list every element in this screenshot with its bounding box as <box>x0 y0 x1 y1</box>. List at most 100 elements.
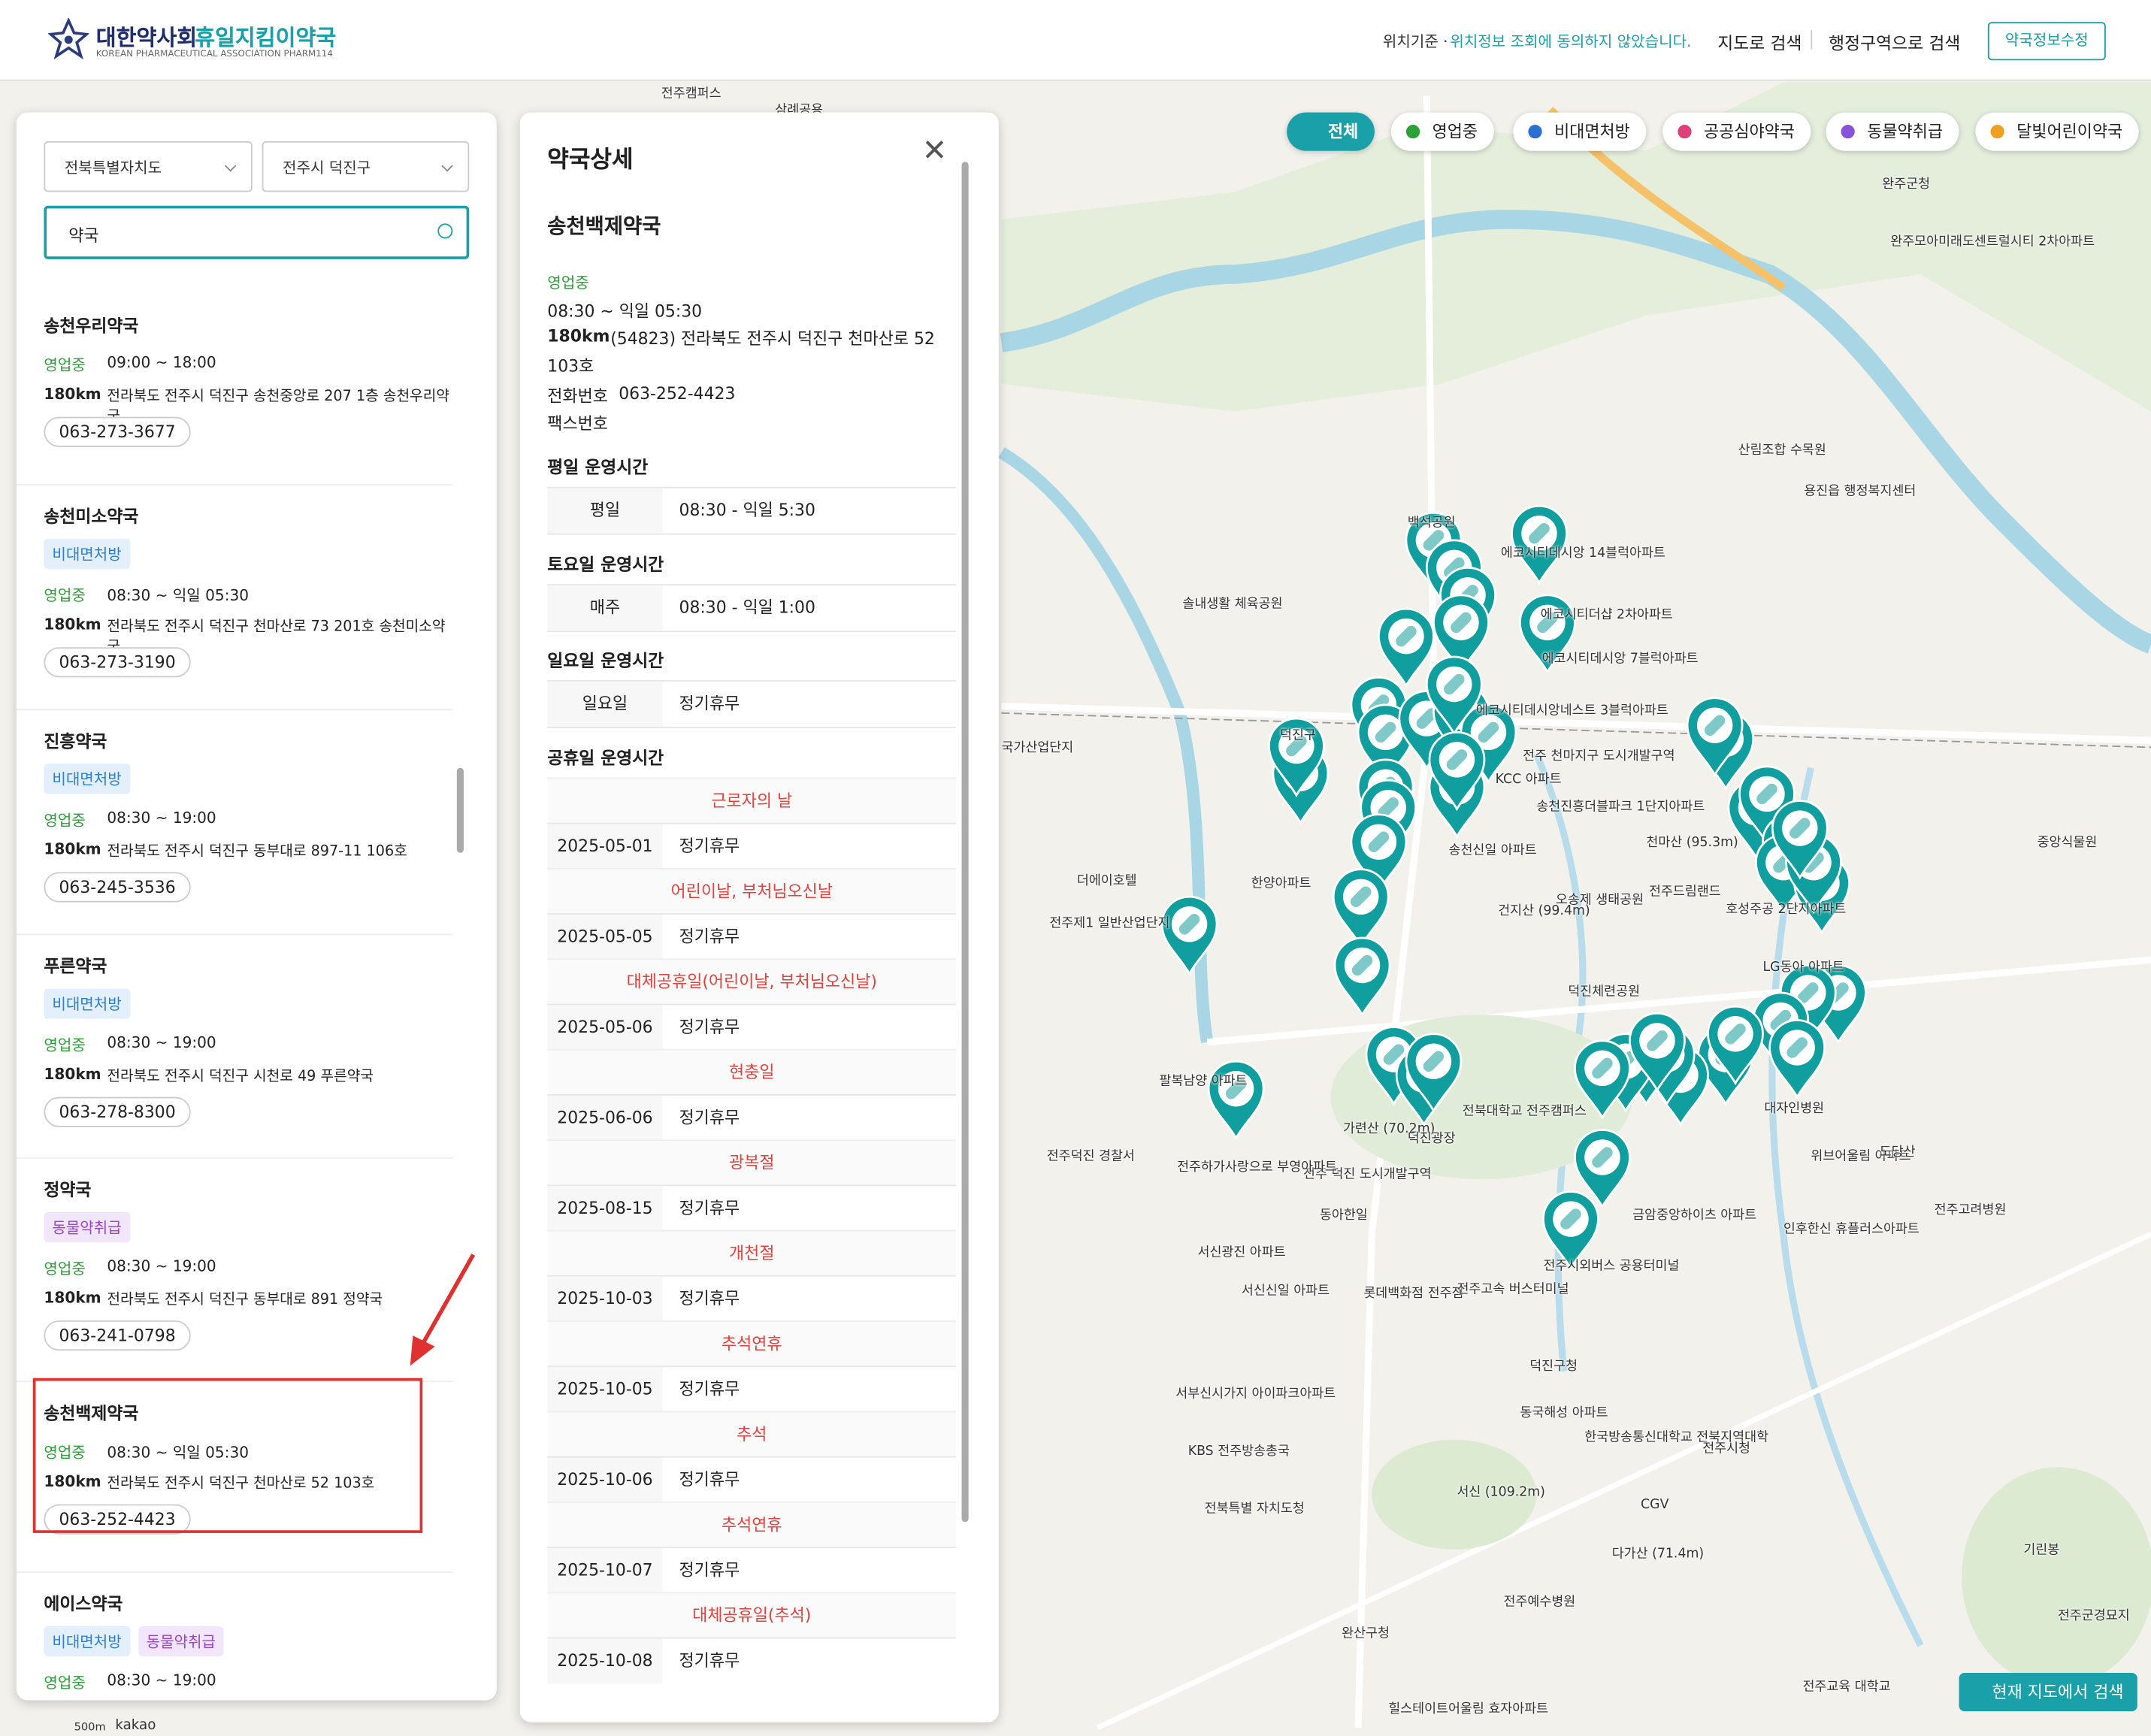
row-label: 평일 <box>547 488 663 534</box>
detail-address: (54823) 전라북도 전주시 덕진구 천마산로 52 <box>610 328 935 349</box>
filter-chip[interactable]: 동물약취급 <box>1826 112 1959 151</box>
map-label: 금암중앙하이츠 아파트 <box>1632 1208 1757 1223</box>
map-road <box>1001 703 2151 744</box>
hours: 08:30 ~ 익일 05:30 <box>107 1444 250 1462</box>
pharmacy-name: 진흥약국 <box>44 730 107 752</box>
nav-divider <box>1811 30 1813 50</box>
pharmacy-name: 에이스약국 <box>44 1593 123 1614</box>
holiday-value: 정기휴무 <box>679 836 740 856</box>
map-label: CGV <box>1641 1497 1669 1513</box>
phone-button[interactable]: 063-241-0798 <box>44 1320 191 1351</box>
holiday-value: 정기휴무 <box>679 1017 740 1037</box>
pharmacy-item[interactable]: 송천우리약국 영업중 09:00 ~ 18:00 180km 전라북도 전주시 덕진구 … <box>16 293 453 485</box>
holiday-date: 2025-10-03 <box>547 1276 663 1322</box>
filter-chip[interactable]: 달빛어린이약국 <box>1975 112 2140 151</box>
map-label: 덕진광장 <box>1407 1131 1456 1147</box>
map-label: 송천신일 아파트 <box>1448 843 1537 859</box>
filter-chip[interactable]: 영업중 <box>1390 112 1494 151</box>
map-label: 한국방송통신대학교 전북지역대학 <box>1584 1430 1769 1446</box>
logo-dot <box>64 35 73 44</box>
pin-capsule <box>1396 625 1417 647</box>
pharmacy-name: 송천미소약국 <box>44 506 139 527</box>
distance: 180km <box>44 840 101 859</box>
pin-capsule <box>1592 1147 1613 1168</box>
map-label: 서부신시가지 아이파크아파트 <box>1175 1386 1336 1402</box>
map-label: 서신신일 아파트 <box>1241 1283 1330 1299</box>
filter-chip[interactable]: 비대면처방 <box>1513 112 1647 151</box>
holiday-value: 정기휴무 <box>679 927 740 946</box>
pin-capsule <box>1225 1078 1247 1099</box>
distance: 180km <box>44 615 101 634</box>
pin-capsule <box>1647 1030 1668 1051</box>
map-rail <box>1001 712 2151 749</box>
pin-capsule <box>1378 797 1399 818</box>
pharmacy-item[interactable]: 송천백제약국 영업중 08:30 ~ 익일 05:30 180km 전라북도 전주시 덕… <box>16 1381 453 1573</box>
pin-capsule <box>1444 673 1465 695</box>
filter-chip[interactable]: 공공심야약국 <box>1662 112 1811 151</box>
phone-button[interactable]: 063-273-3677 <box>44 416 191 447</box>
distance: 180km <box>44 1065 101 1084</box>
phone-button[interactable]: 063-273-3190 <box>44 647 191 678</box>
map-label: 전북특별 자치도청 <box>1204 1501 1305 1517</box>
filter-icon <box>1405 125 1420 139</box>
map-label: 완주모아미래도센트럴시티 2차아파트 <box>1890 234 2095 250</box>
pharmacy-pin <box>1519 594 1576 674</box>
pin-capsule <box>1478 721 1499 743</box>
pharmacy-pin <box>1428 731 1486 812</box>
sidebar <box>16 112 497 1701</box>
feature-tag: 비대면처방 <box>44 1626 130 1657</box>
pharmacy-pin <box>1432 594 1490 674</box>
pin-capsule <box>1444 557 1465 579</box>
region-select[interactable]: 전북특별자치도 <box>44 141 253 192</box>
pin-capsule <box>1423 1051 1445 1072</box>
pin-capsule <box>1451 612 1472 634</box>
map-green <box>1001 82 2151 412</box>
tag-group: 비대면처방 <box>44 988 138 1019</box>
pin-capsule <box>1286 735 1307 757</box>
map-search-button[interactable]: 현재 지도에서 검색 <box>1959 1673 2137 1712</box>
holiday-date: 2025-10-05 <box>547 1367 663 1413</box>
annotation-arrow <box>410 1254 476 1366</box>
map-label: 전주시외버스 공용터미널 <box>1543 1258 1680 1275</box>
holiday-date: 2025-05-01 <box>547 824 663 870</box>
highlight-box <box>32 1378 423 1533</box>
distance: 180km <box>44 1472 101 1491</box>
pharmacy-pin <box>1574 1129 1631 1209</box>
phone-button[interactable]: 063-278-8300 <box>44 1096 191 1127</box>
close-button[interactable]: ✕ <box>921 134 948 169</box>
pharmacy-pin <box>1268 717 1325 798</box>
phone-button[interactable]: 063-245-3536 <box>44 872 191 903</box>
map-label: 전주고려병원 <box>1934 1202 2007 1218</box>
pin-capsule <box>1416 708 1438 729</box>
pharmacy-item[interactable]: 진흥약국 비대면처방 영업중 08:30 ~ 19:00 180km 전라북도 전주시 덕… <box>16 709 453 936</box>
pharmacy-pin <box>1511 504 1568 585</box>
map-label: 덕진구 <box>1280 727 1316 743</box>
holiday-row: 2025-05-01 정기휴무 <box>547 822 957 870</box>
holiday-row: 2025-10-07 정기휴무 <box>547 1547 957 1594</box>
phone-button[interactable]: 063-252-4423 <box>44 1504 191 1535</box>
search-icon <box>437 223 453 239</box>
map-label: 솔내생활 체육공원 <box>1182 596 1283 612</box>
search-input[interactable]: 약국 <box>44 205 470 259</box>
pharmacy-item[interactable]: 송천미소약국 비대면처방 영업중 08:30 ~ 익일 05:30 180km 전라북도 … <box>16 484 453 711</box>
pharmacy-pin <box>1629 1012 1686 1093</box>
filter-chip[interactable]: 전체 <box>1287 112 1375 151</box>
map-label: 기린봉 <box>2023 1542 2060 1558</box>
holiday-date: 2025-10-08 <box>547 1638 663 1684</box>
pharmacy-item[interactable]: 에이스약국 비대면처방 동물약취급 영업중 08:30 ~ 19:00 <box>17 1571 452 1695</box>
map-park <box>1962 1467 2151 1687</box>
map-river <box>1000 210 2151 654</box>
nav-region[interactable]: 행정구역으로 검색 <box>1829 32 1961 54</box>
pharmacy-item[interactable]: 정약국 동물약취급 영업중 08:30 ~ 19:00 180km 전라북도 전주시 덕진… <box>16 1157 453 1383</box>
edit-button[interactable]: 약국정보수정 <box>1987 22 2106 61</box>
region-select[interactable]: 전주시 덕진구 <box>262 141 470 192</box>
pin-capsule <box>1351 954 1373 976</box>
filter-icon <box>1678 125 1692 139</box>
map-label: 송천진흥더블파크 1단지아파트 <box>1536 799 1705 815</box>
nav-map[interactable]: 지도로 검색 <box>1717 32 1802 54</box>
map-label: 호성주공 2단지아파트 <box>1726 902 1847 918</box>
map-label: 에코시티데시앙 14블럭아파트 <box>1500 546 1665 561</box>
tag-group: 동물약취급 <box>44 1211 138 1243</box>
pharmacy-item[interactable]: 푸른약국 비대면처방 영업중 08:30 ~ 19:00 180km 전라북도 전주시 덕… <box>16 934 453 1159</box>
map-label: 더에이호텔 <box>1076 873 1137 889</box>
